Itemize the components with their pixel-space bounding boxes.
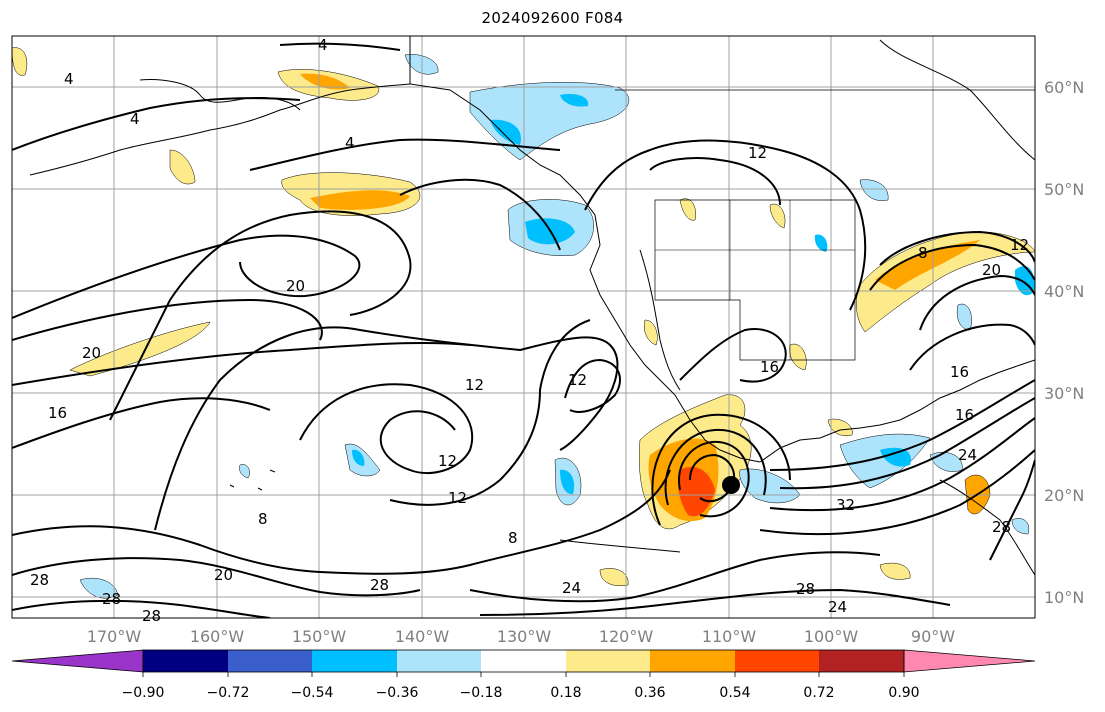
- colorbar-segment: [650, 650, 735, 672]
- colorbar-segment: [566, 650, 650, 672]
- lat-tick-label: 50°N: [1044, 180, 1084, 199]
- colorbar-tick-label: 0.18: [550, 685, 581, 701]
- lon-tick-label: 150°W: [292, 627, 347, 646]
- colorbar-extend-high: [903, 649, 1036, 673]
- colorbar-segment: [819, 650, 904, 672]
- latitude-axis: 60°N 50°N 40°N 30°N 20°N 10°N: [1044, 78, 1084, 607]
- lon-tick-label: 170°W: [87, 627, 142, 646]
- contour-label: 24: [562, 579, 581, 597]
- contour-label: 16: [950, 363, 969, 381]
- colorbar-segment: [312, 650, 397, 672]
- colorbar-segment: [735, 650, 819, 672]
- colorbar-tick-label: 0.54: [719, 685, 750, 701]
- coastlines: [29, 36, 1035, 576]
- grid-lines: [12, 36, 1035, 618]
- contour-label: 28: [142, 607, 161, 625]
- lon-tick-label: 100°W: [804, 627, 859, 646]
- contour-label: 20: [214, 566, 233, 584]
- colorbar: −0.90 −0.72 −0.54 −0.36 −0.18 0.18 0.36 …: [11, 649, 1036, 701]
- lat-tick-label: 60°N: [1044, 78, 1084, 97]
- contour-label: 28: [30, 571, 49, 589]
- contour-label: 4: [130, 110, 140, 128]
- colorbar-segment: [228, 650, 312, 672]
- contour-label: 28: [102, 590, 121, 608]
- colorbar-tick-label: −0.54: [291, 685, 334, 701]
- contour-label: 24: [828, 598, 847, 616]
- colorbar-tick-label: 0.36: [634, 685, 665, 701]
- contour-label: 12: [448, 489, 467, 507]
- colorbar-segment: [397, 650, 481, 672]
- lon-tick-label: 110°W: [702, 627, 757, 646]
- colorbar-segment: [143, 650, 228, 672]
- contour-label: 12: [748, 144, 767, 162]
- contour-label: 28: [992, 518, 1011, 536]
- colorbar-tick-label: −0.72: [207, 685, 250, 701]
- contour-label: 16: [48, 404, 67, 422]
- contour-label: 8: [258, 510, 268, 528]
- contour-label-layer: 4 4 4 4 12 12 12 12 12 20 20 20 16 16 16…: [30, 36, 1029, 625]
- contour-label: 20: [286, 277, 305, 295]
- contour-label: 28: [370, 576, 389, 594]
- contour-label: 12: [438, 452, 457, 470]
- contour-label: 20: [82, 344, 101, 362]
- contour-label: 12: [1010, 236, 1029, 254]
- chart-title: 2024092600 F084: [481, 9, 624, 27]
- contour-lines: [12, 42, 1035, 618]
- contour-label: 8: [918, 244, 928, 262]
- contour-label: 24: [958, 446, 977, 464]
- lat-tick-label: 30°N: [1044, 384, 1084, 403]
- map-frame: [11, 35, 1036, 619]
- lon-tick-label: 130°W: [497, 627, 552, 646]
- colorbar-tick-label: −0.18: [460, 685, 503, 701]
- contour-label: 4: [345, 134, 355, 152]
- lon-tick-label: 120°W: [599, 627, 654, 646]
- contour-label: 16: [955, 406, 974, 424]
- lon-tick-label: 90°W: [911, 627, 955, 646]
- contour-label: 4: [318, 36, 328, 54]
- contour-label: 8: [508, 529, 518, 547]
- lon-tick-label: 140°W: [395, 627, 450, 646]
- lon-tick-label: 160°W: [190, 627, 245, 646]
- lat-tick-label: 40°N: [1044, 282, 1084, 301]
- contour-label: 16: [760, 358, 779, 376]
- contour-label: 4: [64, 70, 74, 88]
- longitude-axis: 170°W 160°W 150°W 140°W 130°W 120°W 110°…: [87, 627, 955, 646]
- contour-label: 28: [796, 580, 815, 598]
- lat-tick-label: 20°N: [1044, 486, 1084, 505]
- colorbar-tick-label: 0.72: [803, 685, 834, 701]
- colorbar-segment: [481, 650, 566, 672]
- contour-label: 32: [836, 496, 855, 514]
- colorbar-tick-label: −0.90: [122, 685, 165, 701]
- colorbar-tick-label: −0.36: [376, 685, 419, 701]
- contour-label: 12: [568, 371, 587, 389]
- lat-tick-label: 10°N: [1044, 588, 1084, 607]
- contour-label: 12: [465, 376, 484, 394]
- colorbar-extend-low: [11, 649, 144, 673]
- contour-label: 20: [982, 261, 1001, 279]
- storm-center-marker: [722, 476, 740, 494]
- colorbar-tick-label: 0.90: [888, 685, 919, 701]
